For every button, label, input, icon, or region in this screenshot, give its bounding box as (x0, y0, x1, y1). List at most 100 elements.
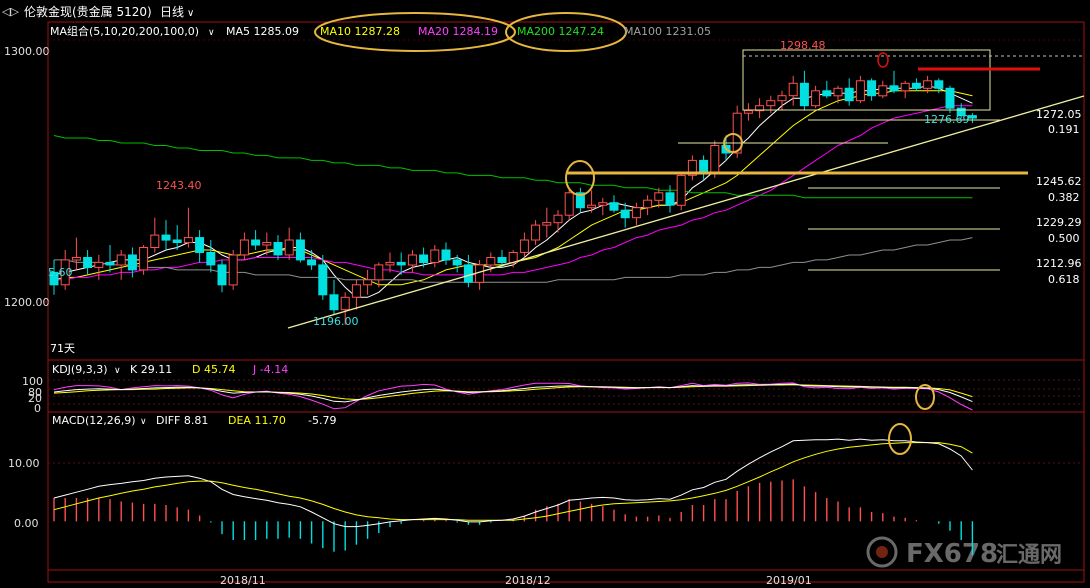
candle[interactable] (385, 252, 395, 273)
candle[interactable] (228, 249, 238, 290)
candle[interactable] (889, 70, 899, 94)
candle[interactable] (419, 247, 429, 268)
ma-line-ma200 (53, 135, 973, 199)
macd-dropdown-icon[interactable]: ∨ (140, 417, 147, 427)
period-selector[interactable]: 日线 (160, 5, 184, 19)
candle[interactable] (262, 232, 272, 255)
candle[interactable] (83, 249, 93, 275)
kdj-tick-label: 80 (28, 386, 42, 399)
candle[interactable] (318, 254, 328, 300)
candle[interactable] (407, 249, 417, 273)
candle[interactable] (172, 225, 182, 250)
legend-dropdown-icon[interactable]: ∨ (208, 28, 215, 38)
symbol-title[interactable]: 伦敦金现(贵金属 5120) (24, 4, 152, 19)
candle[interactable] (127, 247, 137, 278)
candle[interactable] (878, 80, 888, 99)
kdj-tick-label: 20 (28, 392, 42, 405)
candle[interactable] (911, 78, 921, 91)
candle[interactable] (553, 210, 563, 233)
candle-body (788, 82, 798, 97)
candle[interactable] (475, 259, 485, 290)
kdj-dropdown-icon[interactable]: ∨ (114, 366, 121, 376)
date-label: 2018/11 (220, 574, 266, 587)
candle[interactable] (934, 78, 944, 94)
candle[interactable] (486, 252, 496, 273)
candle[interactable] (497, 249, 507, 268)
candle[interactable] (150, 217, 160, 253)
candle[interactable] (273, 235, 283, 260)
candle[interactable] (620, 202, 630, 228)
candle[interactable] (855, 75, 865, 104)
candle[interactable] (139, 245, 149, 275)
candle[interactable] (799, 70, 809, 111)
candle[interactable] (923, 75, 933, 94)
candle[interactable] (956, 103, 966, 119)
candle[interactable] (351, 279, 361, 310)
candle[interactable] (564, 187, 574, 221)
candle[interactable] (811, 85, 821, 109)
candle[interactable] (60, 249, 70, 290)
candle[interactable] (665, 185, 675, 213)
candle[interactable] (542, 207, 552, 238)
chevron-down-icon[interactable]: ∨ (187, 8, 194, 19)
candle-body (934, 80, 944, 89)
candle[interactable] (105, 245, 115, 273)
candle[interactable] (94, 254, 104, 280)
candle[interactable] (766, 95, 776, 114)
candle[interactable] (699, 155, 709, 181)
candle[interactable] (643, 195, 653, 216)
candle[interactable] (295, 232, 305, 263)
candle[interactable] (183, 207, 193, 248)
candle[interactable] (833, 85, 843, 104)
candle[interactable] (239, 232, 249, 260)
candle[interactable] (587, 190, 597, 213)
candle[interactable] (161, 220, 171, 250)
candle[interactable] (967, 113, 977, 124)
candle[interactable] (49, 259, 59, 295)
candle[interactable] (340, 292, 350, 325)
candle[interactable] (284, 227, 294, 260)
kdj-label[interactable]: KDJ(9,3,3) (52, 363, 108, 376)
candle[interactable] (788, 75, 798, 106)
candle[interactable] (844, 78, 854, 106)
candle[interactable] (676, 172, 686, 211)
candle[interactable] (195, 230, 205, 263)
candle[interactable] (900, 80, 910, 99)
candle[interactable] (945, 85, 955, 114)
candle[interactable] (867, 78, 877, 101)
candle[interactable] (598, 197, 608, 216)
ma-combo-label[interactable]: MA组合(5,10,20,200,100,0) (50, 24, 199, 38)
back-forward-icon[interactable]: ◁▷ (2, 5, 19, 18)
candle[interactable] (329, 279, 339, 315)
candle[interactable] (777, 90, 787, 111)
candle[interactable] (71, 237, 81, 270)
candle[interactable] (217, 259, 227, 293)
candle[interactable] (743, 103, 753, 121)
candle[interactable] (609, 195, 619, 213)
macd-label[interactable]: MACD(12,26,9) (52, 414, 136, 427)
candle-body (295, 239, 305, 261)
candle[interactable] (687, 155, 697, 181)
candle[interactable] (307, 249, 317, 270)
candle[interactable] (363, 269, 373, 295)
candle[interactable] (430, 245, 440, 268)
candle[interactable] (531, 220, 541, 246)
candle[interactable] (206, 240, 216, 273)
candle[interactable] (452, 254, 462, 273)
candle-body (609, 202, 619, 211)
candle[interactable] (654, 187, 664, 208)
candle[interactable] (116, 249, 126, 280)
candle[interactable] (441, 242, 451, 265)
candle[interactable] (575, 187, 585, 213)
candle[interactable] (374, 262, 384, 288)
candle[interactable] (396, 252, 406, 275)
candle[interactable] (251, 230, 261, 250)
candle[interactable] (519, 232, 529, 258)
candle[interactable] (631, 202, 641, 226)
candle-body (396, 261, 406, 266)
candle-body (553, 214, 563, 224)
candle[interactable] (822, 80, 832, 99)
candle[interactable] (463, 254, 473, 288)
candle[interactable] (755, 98, 765, 119)
candle[interactable] (508, 249, 518, 268)
